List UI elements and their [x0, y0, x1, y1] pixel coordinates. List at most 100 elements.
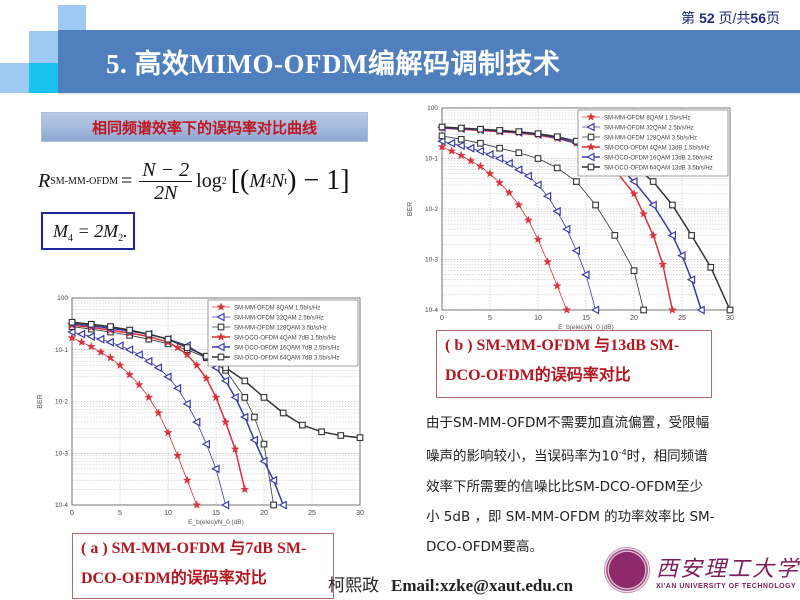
desc-line2a: 噪声的影响较小，当误码率为10	[426, 448, 619, 465]
svg-text:BER: BER	[407, 202, 414, 216]
svg-text:SM-DCO-OFDM 16QAM 13dB 2.5b/s/: SM-DCO-OFDM 16QAM 13dB 2.5b/s/Hz	[604, 156, 713, 162]
section-tag: 相同频谱效率下的误码率对比曲线	[41, 112, 368, 142]
description-text: 由于SM-MM-OFDM不需要加直流偏置，受限幅 噪声的影响较小，当误码率为10…	[426, 408, 790, 562]
svg-text:10-2: 10-2	[55, 399, 68, 406]
svg-text:0: 0	[440, 315, 444, 322]
title-bar	[58, 30, 800, 93]
formula-log: log	[196, 169, 222, 192]
svg-text:20: 20	[630, 315, 638, 322]
university-name-en: XI'AN UNIVERSITY OF TECHNOLOGY	[656, 582, 797, 590]
page-title: 5. 高效MIMO-OFDM编解码调制技术	[106, 49, 561, 79]
svg-text:10: 10	[534, 315, 542, 322]
university-emblem-icon	[604, 547, 650, 593]
formula-tail: ) − 1]	[287, 165, 350, 196]
svg-text:10-2: 10-2	[425, 206, 438, 213]
formula-lhs-sub: SM-MM-OFDM	[50, 175, 119, 187]
svg-text:SM-MM-OFDM 32QAM 2.5b/s/Hz: SM-MM-OFDM 32QAM 2.5b/s/Hz	[604, 126, 694, 132]
formula-fraction: N − 2 2N	[139, 159, 193, 204]
desc-line2-sup: -4	[618, 448, 627, 457]
desc-line1: 由于SM-MM-OFDM不需要加直流偏置，受限幅	[426, 415, 710, 431]
svg-text:10-3: 10-3	[425, 257, 438, 264]
svg-text:E_b(elec)/N_0 (dB): E_b(elec)/N_0 (dB)	[188, 519, 244, 526]
svg-text:5: 5	[118, 510, 122, 517]
page-suffix: 页	[766, 10, 780, 26]
svg-text:25: 25	[678, 315, 686, 322]
svg-text:10-4: 10-4	[55, 502, 68, 509]
svg-text:SM-DCO-OFDM 64QAM 7dB 3.5b/s/H: SM-DCO-OFDM 64QAM 7dB 3.5b/s/Hz	[234, 356, 339, 362]
ber-chart-svg: 0 5 10 15 20 25 30 10-4 10-3 10-2 10-1 100 E_b(elec)…	[407, 105, 734, 331]
desc-line2: 噪声的影响较小，当误码率为10-4时，相同频谱	[426, 438, 790, 472]
caption-b-line1: ( b ) SM-MM-OFDM 与13dB SM-	[445, 337, 680, 354]
svg-text:SM-MM-OFDM 8QAM 1.5b/s/Hz: SM-MM-OFDM 8QAM 1.5b/s/Hz	[234, 306, 320, 312]
desc-line4: 小 5dB ，即 SM-MM-OFDM 的功率效率比 SM-	[426, 508, 715, 525]
ber-chart-svg: 0 5 10 15 20 25 30 10-4 10-3 10-2 10-1 100 E_b(elec)…	[37, 295, 364, 526]
decor-square	[58, 5, 86, 31]
decor-square	[29, 31, 58, 63]
svg-text:15: 15	[582, 315, 590, 322]
relation-m2-sub: 2	[118, 233, 124, 244]
formula-n-sub: t	[284, 175, 288, 187]
svg-text:SM-DCO-OFDM 4QAM 13dB 1.5b/s/H: SM-DCO-OFDM 4QAM 13dB 1.5b/s/Hz	[604, 146, 709, 152]
formula-m-sub: 4	[266, 175, 272, 187]
formula-denominator: 2N	[154, 181, 178, 204]
relation-end: .	[123, 221, 128, 241]
decor-square	[29, 63, 58, 93]
svg-text:20: 20	[260, 510, 268, 517]
svg-text:SM-MM-OFDM 8QAM 1.5b/s/Hz: SM-MM-OFDM 8QAM 1.5b/s/Hz	[604, 116, 690, 122]
svg-text:SM-MM-OFDM 128QAM 3.5b/s/Hz: SM-MM-OFDM 128QAM 3.5b/s/Hz	[234, 326, 327, 332]
svg-text:SM-DCO-OFDM 64QAM 13dB 3.5b/s/: SM-DCO-OFDM 64QAM 13dB 3.5b/s/Hz	[604, 166, 713, 172]
desc-line3: 效率下所需要的信噪比比SM-DCO-OFDM至少	[426, 478, 704, 495]
page-indicator: 第 52 页/共56页	[681, 8, 780, 28]
svg-text:10-3: 10-3	[55, 450, 68, 457]
relation-eq: = 2M	[73, 221, 119, 241]
author-email[interactable]: Email:xzke@xaut.edu.cn	[391, 576, 574, 595]
title-divider	[58, 93, 800, 95]
svg-text:SM-DCO-OFDM 16QAM 7dB 2.5b/s/H: SM-DCO-OFDM 16QAM 7dB 2.5b/s/Hz	[234, 346, 339, 352]
formula-bracket-open: [(	[230, 165, 250, 196]
caption-b-line2: DCO-OFDM的误码率对比	[445, 367, 631, 384]
desc-line5: DCO-OFDM要高。	[426, 538, 544, 555]
desc-line2b: 时，相同频谱	[626, 448, 708, 465]
svg-text:30: 30	[356, 510, 364, 517]
svg-text:10: 10	[164, 510, 172, 517]
formula-numerator: N − 2	[139, 159, 193, 182]
relation-m4: M	[53, 221, 68, 241]
footer-author: 柯熙政 Email:xzke@xaut.edu.cn	[328, 571, 573, 596]
ber-chart-a: 0 5 10 15 20 25 30 10-4 10-3 10-2 10-1 100 E_b(elec)…	[30, 292, 370, 527]
formula-m: M	[249, 169, 267, 192]
page-total: 56	[750, 10, 766, 26]
caption-a: ( a ) SM-MM-OFDM 与7dB SM- DCO-OFDM的误码率对比	[72, 533, 334, 599]
formula-equals: =	[121, 169, 133, 192]
author-name: 柯熙政	[328, 576, 379, 595]
svg-text:BER: BER	[37, 394, 44, 408]
formula-lhs: R	[38, 169, 51, 192]
svg-text:10-1: 10-1	[425, 156, 438, 163]
m4-relation-box: M4 = 2M2.	[41, 212, 135, 250]
svg-text:30: 30	[726, 315, 734, 322]
svg-text:SM-MM-OFDM 32QAM 2.5b/s/Hz: SM-MM-OFDM 32QAM 2.5b/s/Hz	[234, 316, 324, 322]
svg-text:10-4: 10-4	[425, 307, 438, 314]
svg-text:5: 5	[488, 315, 492, 322]
university-name: 西安理工大学 XI'AN UNIVERSITY OF TECHNOLOGY	[656, 551, 800, 590]
svg-text:100: 100	[427, 105, 438, 112]
svg-text:100: 100	[57, 295, 68, 302]
caption-a-line2: DCO-OFDM的误码率对比	[81, 570, 267, 587]
university-name-cn: 西安理工大学	[656, 556, 800, 582]
page-current: 52	[699, 10, 715, 26]
ber-chart-b: 0 5 10 15 20 25 30 10-4 10-3 10-2 10-1 100 E_b(elec)…	[400, 102, 740, 332]
svg-text:25: 25	[308, 510, 316, 517]
svg-text:0: 0	[70, 510, 74, 517]
svg-text:10-1: 10-1	[55, 347, 68, 354]
caption-b: ( b ) SM-MM-OFDM 与13dB SM- DCO-OFDM的误码率对…	[436, 330, 712, 398]
formula-n: N	[271, 169, 285, 192]
relation-m4-sub: 4	[68, 233, 73, 244]
svg-text:E_b(elec)/N_0 (dB): E_b(elec)/N_0 (dB)	[558, 324, 614, 331]
formula-log-sub: 2	[221, 175, 227, 187]
decor-square	[0, 63, 29, 93]
svg-text:SM-DCO-OFDM 4QAM 7dB 1.5b/s/Hz: SM-DCO-OFDM 4QAM 7dB 1.5b/s/Hz	[234, 336, 336, 342]
caption-a-line1: ( a ) SM-MM-OFDM 与7dB SM-	[81, 540, 307, 557]
svg-text:SM-MM-OFDM 128QAM 3.5b/s/Hz: SM-MM-OFDM 128QAM 3.5b/s/Hz	[604, 136, 697, 142]
page-prefix: 第	[681, 10, 700, 26]
university-logo: 西安理工大学 XI'AN UNIVERSITY OF TECHNOLOGY	[604, 547, 800, 593]
